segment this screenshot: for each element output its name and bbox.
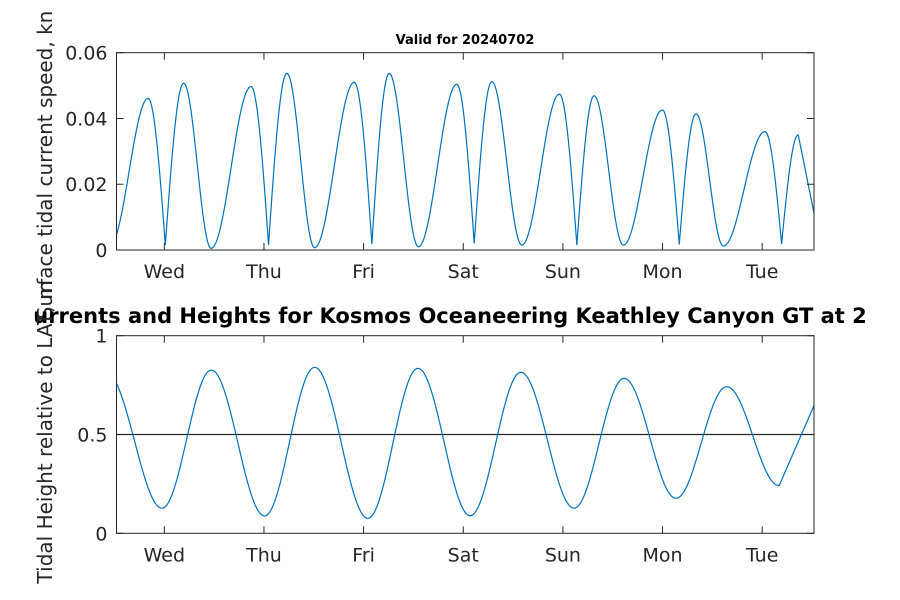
y-tick-label: 0.5 [77,425,107,447]
speed-series-line [115,72,815,249]
x-tick-label: Tue [745,261,778,283]
y-tick-label: 0.04 [65,108,107,130]
x-tick-label: Sat [448,261,479,283]
speed-y-axis-label: Surface tidal current speed, kn [33,11,57,320]
axes-frame [116,52,815,251]
y-tick-label: 0.02 [65,174,107,196]
current-speed-axes: Valid for 20240702 Surface tidal current… [33,11,815,320]
x-tick-label: Mon [643,261,683,283]
y-tick-label: 0.06 [65,43,107,65]
height-y-axis-label: Tidal Height relative to LAT, m [33,281,57,585]
x-tick-label: Tue [745,544,778,566]
speed-chart-title: Valid for 20240702 [396,33,535,48]
x-tick-label: Sat [448,544,479,566]
x-tick-label: Mon [643,544,683,566]
x-tick-label: Wed [144,261,185,283]
y-tick-label: 0 [95,240,107,262]
y-tick-label: 0 [95,523,107,545]
x-tick-label: Thu [245,261,282,283]
height-series-line [115,366,815,519]
x-tick-label: Thu [245,544,282,566]
x-tick-label: Fri [352,261,375,283]
y-tick-label: 1 [95,326,107,348]
x-tick-label: Sun [545,544,581,566]
height-chart-title: urrents and Heights for Kosmos Oceaneeri… [33,304,867,328]
tidal-height-axes: urrents and Heights for Kosmos Oceaneeri… [33,281,867,585]
x-tick-label: Sun [545,261,581,283]
x-tick-label: Fri [352,544,375,566]
x-tick-label: Wed [144,544,185,566]
